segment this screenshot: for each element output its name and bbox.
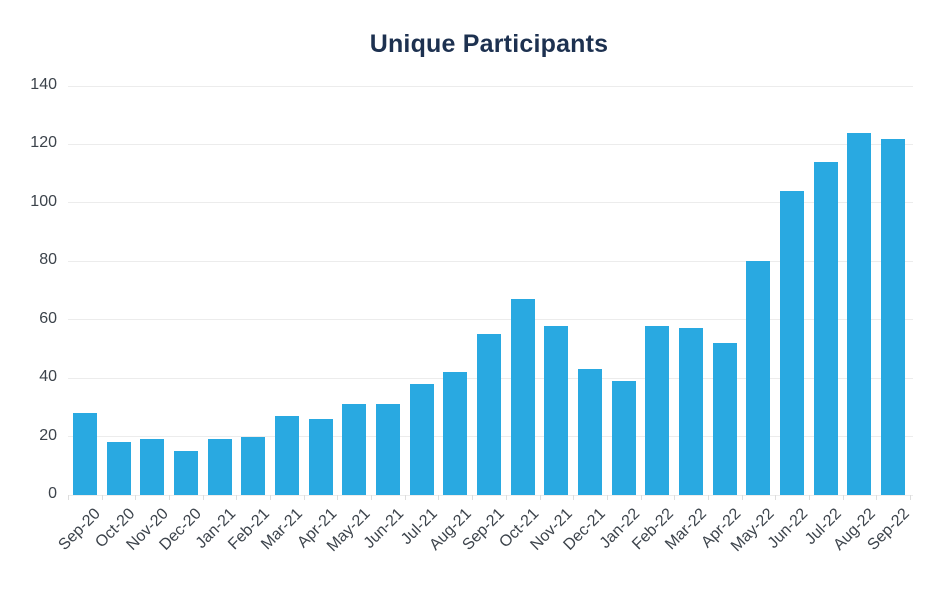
gridline-y-120 [68,143,913,145]
x-axis-tick [876,495,878,500]
x-axis-tick [303,495,305,500]
bar-Dec-20 [173,451,198,495]
bar-Feb-21 [241,436,266,495]
bar-Jul-21 [409,383,434,495]
y-axis-tick-label: 100 [30,192,57,210]
bar-Aug-21 [443,372,468,495]
bar-Sep-21 [477,334,501,495]
bar-Oct-21 [510,299,535,495]
x-axis-tick [539,495,541,500]
x-axis-tick [606,495,608,500]
bar-May-21 [342,404,367,495]
x-axis-tick [169,495,171,500]
x-axis-tick [202,495,204,500]
bar-Jan-22 [611,381,636,495]
bar-Aug-22 [847,132,872,495]
x-axis-label-Sep-20: Sep-20 [55,505,105,554]
bar-Oct-20 [106,442,131,495]
bar-Apr-22 [712,343,737,495]
bar-Dec-21 [578,369,603,495]
gridline-y-100 [68,202,913,204]
bar-Nov-20 [140,439,165,495]
y-axis-tick-label: 20 [39,426,57,444]
bar-Jul-22 [813,161,838,495]
y-axis-tick-label: 80 [39,251,57,269]
gridline-y-140 [68,85,913,87]
bar-May-22 [746,261,771,495]
y-axis-tick-label: 0 [48,485,57,502]
y-axis-tick-label: 140 [30,76,57,93]
x-axis-tick [741,495,743,500]
x-axis-tick [640,495,642,500]
x-axis-tick [472,495,474,500]
x-axis-tick [101,495,103,500]
bar-Apr-21 [308,419,333,495]
y-axis-tick-label: 120 [30,134,57,152]
bar-Nov-21 [544,325,569,495]
bar-Mar-22 [679,328,704,495]
x-axis-tick [775,495,777,500]
chart-title: Unique Participants [369,30,609,58]
gridline-y-60 [68,319,913,321]
gridline-y-0 [68,494,913,496]
x-axis-tick [236,495,238,500]
x-axis-tick [910,495,911,500]
x-axis-tick [337,495,339,500]
bar-Mar-21 [274,416,299,495]
bar-Feb-22 [645,325,670,495]
x-axis-tick [68,495,69,500]
y-axis-tick-label: 40 [39,368,57,386]
gridline-y-80 [68,260,913,262]
x-axis-tick [674,495,676,500]
x-axis-tick [842,495,844,500]
x-axis-tick [505,495,507,500]
y-axis-tick-label: 60 [39,309,57,327]
x-axis-tick [808,495,810,500]
bar-Jun-22 [780,191,805,495]
bar-Jan-21 [207,439,232,495]
bar-Sep-20 [72,413,97,495]
x-axis-tick [270,495,272,500]
x-axis-tick [135,495,137,500]
bar-Sep-22 [881,138,906,495]
x-axis-tick [573,495,575,500]
x-axis-tick [371,495,373,500]
bar-Jun-21 [375,404,400,495]
x-axis-tick [438,495,440,500]
x-axis-tick [707,495,709,500]
x-axis-tick [404,495,406,500]
